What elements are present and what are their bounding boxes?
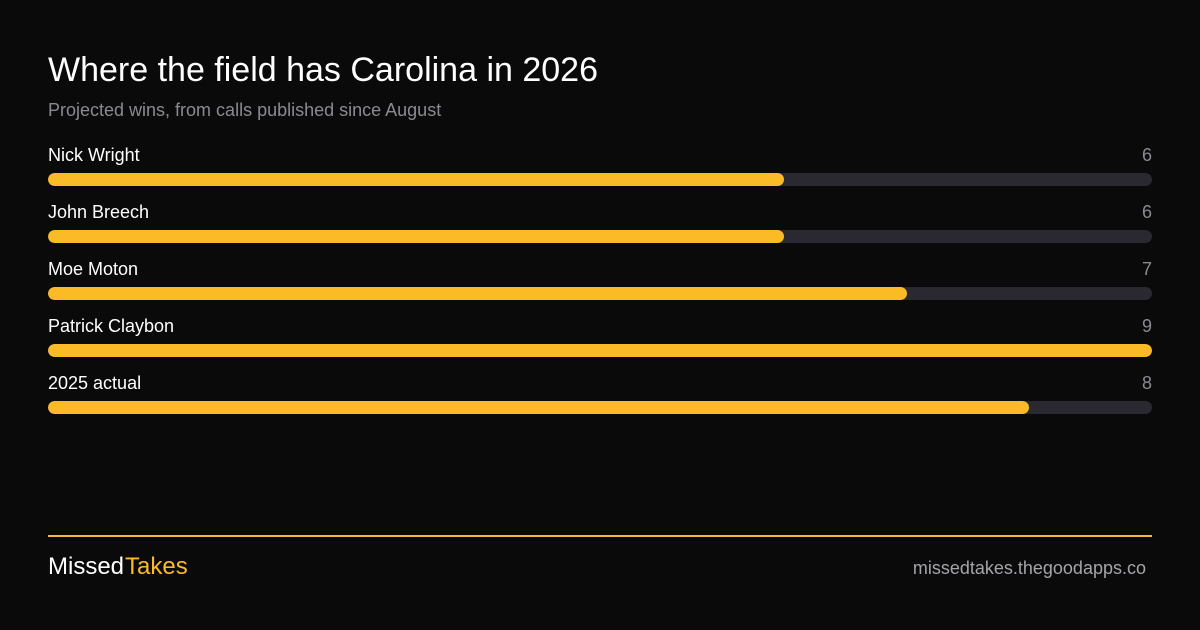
bar-fill xyxy=(48,401,1029,414)
brand-logo: MissedTakes xyxy=(48,553,188,581)
bar-row: Patrick Claybon 9 xyxy=(48,315,1152,372)
bar-value-label: 6 xyxy=(1141,202,1152,222)
footer-divider xyxy=(48,535,1152,537)
bar-track xyxy=(48,287,1152,300)
bar-label: 2025 actual xyxy=(48,373,142,393)
bar-value-label: 6 xyxy=(1141,145,1152,165)
brand-name-part1: Missed xyxy=(48,553,125,580)
bar-row: 2025 actual 8 xyxy=(48,372,1152,429)
bar-track xyxy=(48,344,1152,357)
bar-value-label: 7 xyxy=(1141,259,1152,279)
site-url: missedtakes.thegoodapps.co xyxy=(912,558,1146,578)
bar-chart: Nick Wright 6 John Breech 6 Moe Moton 7 Patric… xyxy=(48,144,1152,429)
bar-row: Nick Wright 6 xyxy=(48,144,1152,201)
bar-label: Nick Wright xyxy=(48,145,140,165)
bar-label: Patrick Claybon xyxy=(48,316,175,336)
bar-fill xyxy=(48,173,784,186)
bar-value-label: 9 xyxy=(1141,316,1152,336)
bar-value-label: 8 xyxy=(1141,373,1152,393)
bar-label: John Breech xyxy=(48,202,150,222)
brand-name-part2: Takes xyxy=(125,553,188,580)
bar-fill xyxy=(48,230,784,243)
bar-track xyxy=(48,401,1152,414)
chart-title: Where the field has Carolina in 2026 xyxy=(48,51,598,89)
bar-label: Moe Moton xyxy=(48,259,139,279)
bar-track xyxy=(48,230,1152,243)
bar-row: John Breech 6 xyxy=(48,201,1152,258)
bar-fill xyxy=(48,287,907,300)
bar-fill xyxy=(48,344,1152,357)
bar-track xyxy=(48,173,1152,186)
chart-subtitle: Projected wins, from calls published sin… xyxy=(48,100,442,120)
bar-row: Moe Moton 7 xyxy=(48,258,1152,315)
